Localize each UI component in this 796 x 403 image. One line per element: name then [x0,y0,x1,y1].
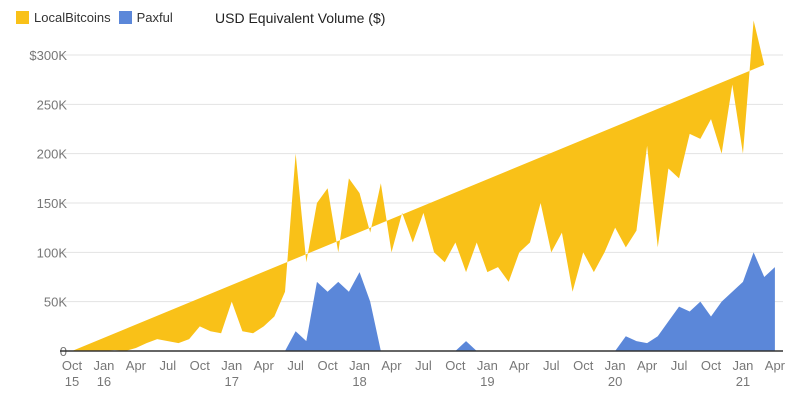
x-tick-year-label: 18 [352,374,366,389]
x-tick-label: Oct [573,358,594,373]
x-tick-year-label: 17 [225,374,239,389]
y-tick-label: $300K [29,48,67,63]
area-localbitcoins [72,20,765,351]
x-tick-label: Apr [381,358,402,373]
x-tick-label: Apr [126,358,147,373]
x-tick-label: Apr [254,358,275,373]
y-tick-label: 250K [37,97,68,112]
y-tick-label: 200K [37,147,68,162]
y-tick-label: 100K [37,245,68,260]
x-tick-label: Jul [671,358,688,373]
x-tick-year-label: 21 [736,374,750,389]
x-tick-label: Jul [287,358,304,373]
x-tick-year-label: 16 [97,374,111,389]
x-tick-label: Oct [317,358,338,373]
x-tick-label: Oct [62,358,83,373]
x-tick-label: Jul [415,358,432,373]
x-tick-label: Jul [543,358,560,373]
x-tick-year-label: 19 [480,374,494,389]
x-tick-year-label: 20 [608,374,622,389]
area-paxful [72,252,775,351]
legend-label-localbitcoins[interactable]: LocalBitcoins [34,10,111,25]
x-tick-label: Jan [732,358,753,373]
legend: LocalBitcoins Paxful [16,10,181,25]
x-tick-label: Apr [637,358,658,373]
x-tick-label: Jan [93,358,114,373]
x-tick-label: Oct [701,358,722,373]
x-tick-label: Oct [190,358,211,373]
x-tick-label: Oct [445,358,466,373]
y-tick-label: 50K [44,295,67,310]
x-tick-label: Jan [477,358,498,373]
legend-swatch-localbitcoins [16,11,29,24]
x-tick-label: Jan [221,358,242,373]
x-tick-label: Apr [509,358,530,373]
x-tick-label: Jan [605,358,626,373]
x-tick-year-label: 15 [65,374,79,389]
y-tick-label: 150K [37,196,68,211]
legend-swatch-paxful [118,11,132,24]
x-tick-label: Apr [765,358,786,373]
x-tick-label: Jan [349,358,370,373]
legend-label-paxful[interactable]: Paxful [136,10,173,25]
chart-title: USD Equivalent Volume ($) [215,10,386,26]
x-tick-label: Jul [160,358,177,373]
